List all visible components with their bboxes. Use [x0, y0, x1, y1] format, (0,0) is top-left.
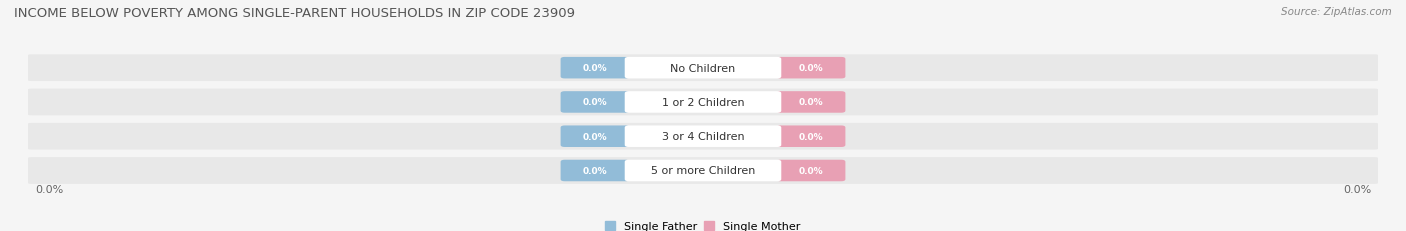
Text: 0.0%: 0.0% — [799, 166, 824, 175]
FancyBboxPatch shape — [776, 160, 845, 182]
FancyBboxPatch shape — [776, 126, 845, 147]
Text: 0.0%: 0.0% — [799, 132, 824, 141]
FancyBboxPatch shape — [561, 160, 630, 182]
Text: 0.0%: 0.0% — [799, 64, 824, 73]
FancyBboxPatch shape — [624, 58, 782, 79]
FancyBboxPatch shape — [27, 89, 1379, 116]
Text: 0.0%: 0.0% — [582, 166, 607, 175]
Text: 5 or more Children: 5 or more Children — [651, 166, 755, 176]
FancyBboxPatch shape — [561, 126, 630, 147]
Text: 0.0%: 0.0% — [582, 98, 607, 107]
FancyBboxPatch shape — [27, 123, 1379, 150]
Legend: Single Father, Single Mother: Single Father, Single Mother — [600, 217, 806, 231]
Text: 0.0%: 0.0% — [582, 132, 607, 141]
Text: Source: ZipAtlas.com: Source: ZipAtlas.com — [1281, 7, 1392, 17]
Text: 0.0%: 0.0% — [1343, 184, 1371, 194]
Text: 0.0%: 0.0% — [582, 64, 607, 73]
FancyBboxPatch shape — [776, 58, 845, 79]
Text: No Children: No Children — [671, 63, 735, 73]
FancyBboxPatch shape — [624, 126, 782, 147]
FancyBboxPatch shape — [561, 92, 630, 113]
FancyBboxPatch shape — [561, 58, 630, 79]
Text: INCOME BELOW POVERTY AMONG SINGLE-PARENT HOUSEHOLDS IN ZIP CODE 23909: INCOME BELOW POVERTY AMONG SINGLE-PARENT… — [14, 7, 575, 20]
FancyBboxPatch shape — [776, 92, 845, 113]
FancyBboxPatch shape — [27, 158, 1379, 184]
Text: 1 or 2 Children: 1 or 2 Children — [662, 97, 744, 107]
Text: 0.0%: 0.0% — [35, 184, 63, 194]
FancyBboxPatch shape — [624, 160, 782, 182]
Text: 3 or 4 Children: 3 or 4 Children — [662, 132, 744, 142]
FancyBboxPatch shape — [27, 55, 1379, 82]
Text: 0.0%: 0.0% — [799, 98, 824, 107]
FancyBboxPatch shape — [624, 92, 782, 113]
